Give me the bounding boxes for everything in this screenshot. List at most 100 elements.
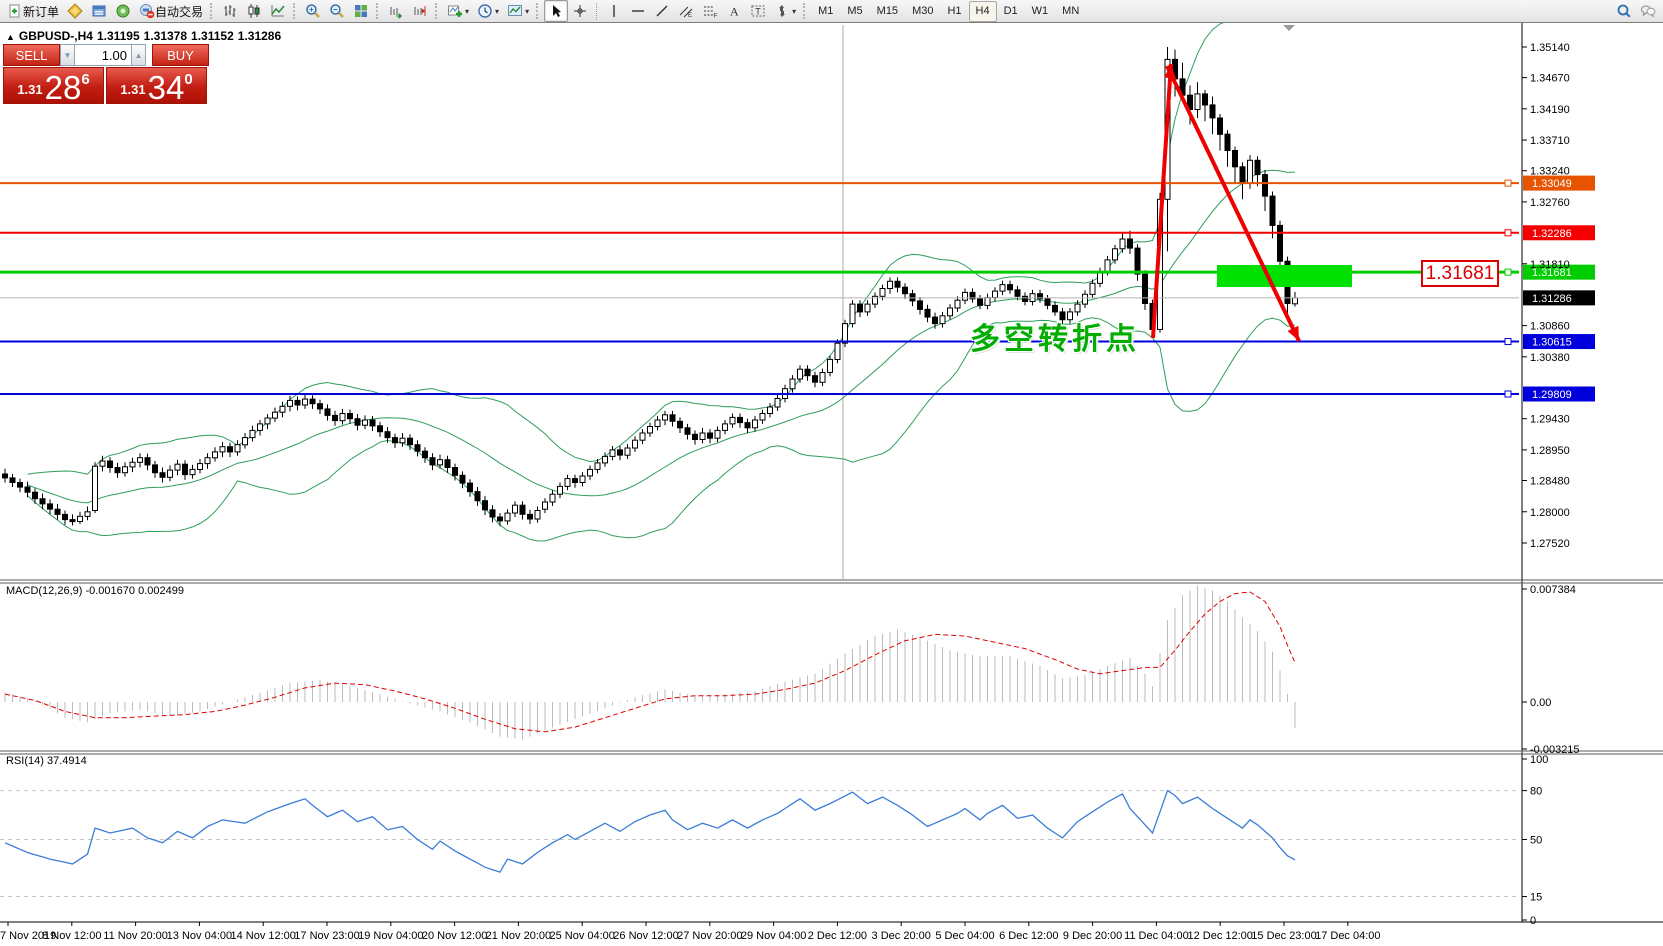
price-tick-label: 1.28480 (1530, 476, 1570, 488)
candlestick-mode-button[interactable] (242, 0, 266, 22)
candle-body (437, 459, 443, 466)
time-tick-label: 14 Nov 12:00 (230, 930, 295, 942)
line-handle[interactable] (1504, 229, 1512, 237)
label-tool-button[interactable]: T (746, 0, 770, 22)
green-rectangle-object[interactable] (1217, 265, 1352, 287)
candle (864, 300, 871, 316)
timeframe-m1[interactable]: M1 (818, 4, 834, 17)
vertical-line-tool-button[interactable] (602, 0, 626, 22)
trend-arrow-object[interactable] (1165, 65, 1301, 342)
candle-body (954, 299, 961, 309)
price-callout-box[interactable]: 1.31681 (1421, 260, 1499, 288)
candle-body (159, 472, 166, 478)
buy-price-big: 34 (147, 69, 185, 106)
periods-button[interactable]: ▾ (473, 0, 503, 22)
candle (54, 503, 61, 520)
candle (1194, 82, 1201, 118)
buy-price-box[interactable]: 1.31 34 0 (106, 67, 207, 104)
rsi-line (4, 789, 1296, 873)
line-handle[interactable] (1504, 390, 1512, 398)
line-handle[interactable] (1504, 338, 1512, 346)
candle (1082, 290, 1088, 308)
sell-button[interactable]: SELL (3, 44, 60, 66)
arrows-tool-button[interactable]: ▾ (770, 0, 800, 22)
candle (752, 416, 758, 432)
candle (602, 452, 608, 467)
candle-body (497, 516, 503, 522)
candle-body (894, 280, 901, 288)
tile-windows-button[interactable] (349, 0, 373, 22)
fibonacci-tool-button[interactable]: F (698, 0, 722, 22)
candle-body (962, 291, 968, 301)
zoom-out-button[interactable] (325, 0, 349, 22)
time-tick-label: 25 Nov 04:00 (549, 930, 614, 942)
volume-input[interactable] (75, 44, 131, 66)
turning-point-annotation[interactable]: 多空转折点 (970, 323, 1140, 356)
trendline-tool-button[interactable] (650, 0, 674, 22)
candle-body (1247, 159, 1253, 184)
candle (174, 459, 181, 476)
candle-body (422, 450, 428, 459)
volume-down-button[interactable]: ▼ (60, 44, 75, 66)
data-window-button[interactable] (87, 0, 111, 22)
autotrading-button[interactable]: 自动交易 (135, 0, 207, 22)
candle-body (272, 411, 278, 419)
ohlc-open: 1.31195 (96, 29, 140, 43)
time-tick-label: 29 Nov 04:00 (741, 930, 806, 942)
timeframe-m30[interactable]: M30 (912, 4, 934, 17)
candle-body (924, 308, 931, 318)
collapse-triangle-icon[interactable]: ▲ (6, 32, 15, 42)
cursor-tool-button[interactable] (544, 0, 569, 22)
channel-tool-button[interactable]: E (674, 0, 698, 22)
chart-shift-marker[interactable] (1283, 25, 1295, 31)
timeframe-h1[interactable]: H1 (947, 4, 962, 17)
volume-up-button[interactable]: ▲ (131, 44, 146, 66)
text-tool-button[interactable]: A (722, 0, 746, 22)
candle (572, 474, 578, 488)
indicators-button[interactable]: ▾ (443, 0, 473, 22)
rsi-indicator-label: RSI(14) 37.4914 (6, 755, 87, 767)
candle-body (864, 303, 871, 313)
candle-body (729, 416, 736, 425)
horizontal-line-tool-button[interactable] (626, 0, 650, 22)
candle (594, 459, 601, 474)
buy-button[interactable]: BUY (152, 44, 209, 66)
crosshair-tool-button[interactable] (568, 0, 592, 22)
candle-body (902, 286, 908, 295)
templates-button[interactable]: ▾ (503, 0, 533, 22)
navigator-button[interactable] (111, 0, 135, 22)
timeframe-m15[interactable]: M15 (876, 4, 899, 17)
candle-body (1127, 238, 1133, 249)
timeframe-d1[interactable]: D1 (1003, 4, 1018, 17)
timeframe-w1[interactable]: W1 (1031, 4, 1049, 17)
line-chart-mode-button[interactable] (266, 0, 290, 22)
candle (707, 429, 713, 444)
line-handle[interactable] (1504, 268, 1512, 276)
candle-body (279, 405, 286, 413)
search-button[interactable] (1612, 0, 1636, 22)
chart-shift-button[interactable] (408, 0, 432, 22)
market-watch-button[interactable] (63, 0, 87, 22)
community-chat-button[interactable] (1636, 0, 1660, 22)
timeframe-h4[interactable]: H4 (968, 0, 997, 22)
bar-chart-mode-button[interactable] (218, 0, 242, 22)
text-icon: A (726, 3, 742, 19)
zoom-in-button[interactable] (301, 0, 325, 22)
candle (272, 407, 278, 422)
candle (639, 429, 646, 445)
candle-body (647, 426, 653, 434)
candle (32, 488, 38, 504)
candle (1239, 162, 1246, 200)
timeframe-m5[interactable]: M5 (847, 4, 863, 17)
candle-body (377, 425, 383, 433)
line-handle[interactable] (1504, 179, 1512, 187)
candle (69, 514, 76, 526)
candle (1044, 295, 1051, 310)
auto-scroll-button[interactable] (384, 0, 408, 22)
timeframe-mn[interactable]: MN (1062, 4, 1080, 17)
candle-body (744, 422, 751, 429)
candle (774, 394, 781, 411)
sell-price-box[interactable]: 1.31 28 6 (3, 67, 104, 104)
new-order-button[interactable]: 新订单 (3, 0, 63, 22)
